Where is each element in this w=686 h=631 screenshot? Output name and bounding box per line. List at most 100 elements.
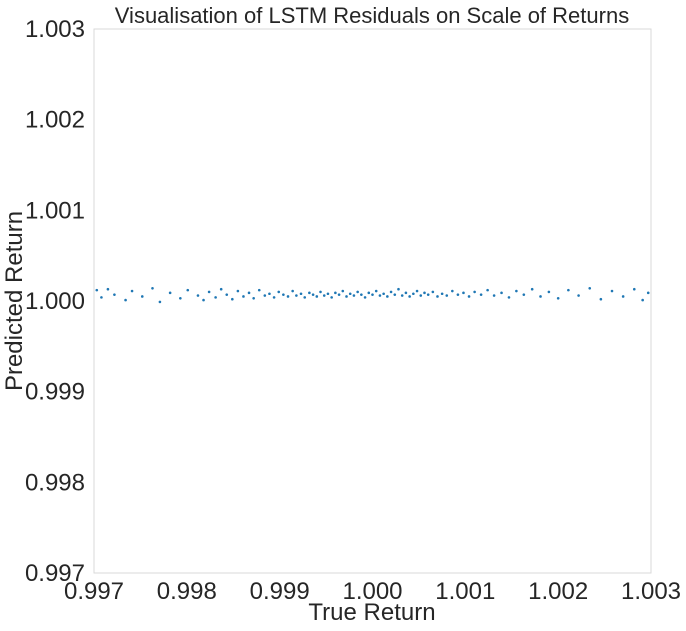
scatter-point bbox=[330, 296, 333, 299]
scatter-point bbox=[247, 291, 251, 295]
scatter-point bbox=[436, 295, 439, 298]
x-tick-label: 1.002 bbox=[528, 578, 588, 605]
scatter-point bbox=[196, 294, 200, 297]
scatter-point bbox=[219, 287, 223, 291]
scatter-point bbox=[106, 287, 110, 291]
scatter-point bbox=[530, 287, 534, 291]
scatter-point bbox=[515, 289, 518, 293]
scatter-point bbox=[426, 293, 430, 296]
scatter-point bbox=[299, 292, 303, 296]
scatter-point bbox=[252, 296, 255, 300]
scatter-point bbox=[397, 287, 400, 291]
y-axis-label: Predicted Return bbox=[1, 211, 28, 391]
scatter-point bbox=[389, 290, 393, 294]
y-tick-label: 0.999 bbox=[25, 379, 85, 406]
scatter-point bbox=[374, 289, 378, 293]
scatter-point bbox=[610, 289, 614, 293]
scatter-point bbox=[621, 295, 625, 298]
scatter-point bbox=[641, 298, 644, 302]
scatter-point bbox=[319, 290, 322, 294]
scatter-point bbox=[500, 291, 503, 295]
y-tick-label: 1.002 bbox=[25, 107, 85, 134]
scatter-point bbox=[263, 294, 267, 297]
scatter-point bbox=[386, 295, 389, 298]
scatter-point bbox=[225, 293, 229, 296]
scatter-point bbox=[348, 292, 352, 296]
scatter-point bbox=[492, 294, 496, 297]
scatter-point bbox=[352, 294, 356, 297]
scatter-point bbox=[467, 295, 471, 298]
scatter-point bbox=[179, 296, 182, 300]
scatter-point bbox=[567, 288, 570, 292]
scatter-point bbox=[404, 291, 408, 295]
scatter-point bbox=[419, 294, 423, 297]
scatter-point bbox=[431, 290, 435, 294]
scatter-point bbox=[539, 295, 542, 298]
scatter-point bbox=[95, 288, 99, 292]
scatter-point bbox=[341, 289, 345, 293]
scatter-point bbox=[236, 289, 240, 293]
x-tick-label: 1.001 bbox=[435, 578, 495, 605]
scatter-point bbox=[334, 291, 337, 295]
plot-background bbox=[94, 29, 651, 573]
scatter-point bbox=[507, 296, 511, 299]
scatter-point bbox=[456, 293, 460, 296]
x-tick-label: 0.998 bbox=[157, 578, 217, 605]
scatter-point bbox=[356, 290, 359, 294]
scatter-point bbox=[202, 298, 205, 302]
scatter-point bbox=[588, 287, 592, 290]
scatter-point bbox=[486, 288, 489, 292]
scatter-point bbox=[412, 292, 415, 296]
scatter-point bbox=[151, 287, 154, 290]
scatter-point bbox=[207, 290, 211, 294]
scatter-point bbox=[337, 293, 341, 296]
scatter-point bbox=[242, 295, 245, 298]
scatter-point bbox=[479, 293, 483, 296]
y-tick-label: 0.997 bbox=[25, 560, 85, 587]
scatter-point bbox=[291, 289, 294, 293]
scatter-point bbox=[214, 296, 217, 299]
scatter-point bbox=[408, 295, 411, 298]
y-tick-label: 1.001 bbox=[25, 197, 85, 224]
scatter-point bbox=[646, 291, 650, 295]
x-tick-labels: 0.997 0.998 0.999 1.000 1.001 1.002 1.003 bbox=[64, 578, 681, 605]
scatter-point bbox=[158, 300, 162, 304]
scatter-point bbox=[462, 291, 465, 295]
scatter-point bbox=[393, 293, 397, 296]
y-tick-label: 0.998 bbox=[25, 469, 85, 496]
scatter-point bbox=[113, 293, 116, 296]
scatter-point bbox=[371, 293, 374, 296]
scatter-point bbox=[268, 292, 271, 296]
scatter-point bbox=[577, 294, 580, 297]
scatter-point bbox=[632, 287, 636, 291]
scatter-point bbox=[311, 293, 315, 296]
x-axis-label: True Return bbox=[308, 599, 435, 626]
scatter-point bbox=[186, 288, 190, 292]
scatter-point bbox=[272, 296, 276, 299]
scatter-point bbox=[295, 294, 298, 297]
chart-title: Visualisation of LSTM Residuals on Scale… bbox=[115, 3, 629, 28]
scatter-point bbox=[345, 295, 348, 298]
y-tick-label: 1.000 bbox=[25, 288, 85, 315]
x-tick-label: 1.000 bbox=[342, 578, 402, 605]
scatter-point bbox=[130, 289, 134, 293]
scatter-point bbox=[423, 291, 426, 295]
scatter-point bbox=[363, 296, 367, 299]
scatter-point bbox=[257, 288, 261, 292]
plot-frame bbox=[93, 28, 652, 574]
y-tick-label: 1.003 bbox=[25, 16, 85, 43]
scatter-point bbox=[308, 291, 311, 295]
scatter-point bbox=[168, 291, 172, 295]
scatter-point bbox=[277, 290, 281, 294]
points-layer bbox=[95, 287, 650, 304]
x-tick-label: 0.997 bbox=[64, 578, 124, 605]
scatter-point bbox=[473, 290, 476, 294]
scatter-point bbox=[124, 298, 127, 302]
scatter-point bbox=[599, 297, 603, 301]
scatter-point bbox=[140, 295, 144, 298]
scatter-point bbox=[303, 296, 307, 299]
scatter-point bbox=[282, 293, 285, 296]
scatter-point bbox=[547, 290, 551, 294]
scatter-point bbox=[445, 294, 449, 297]
scatter-point bbox=[322, 294, 326, 297]
